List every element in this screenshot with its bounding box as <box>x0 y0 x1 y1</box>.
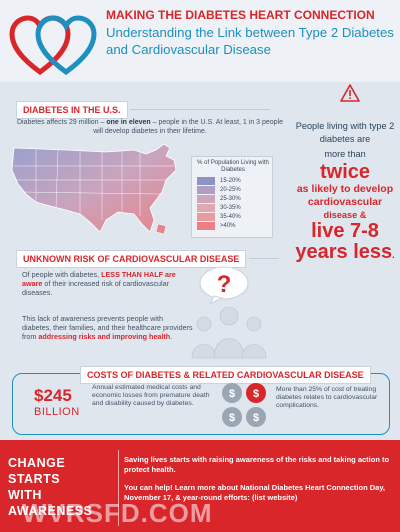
cost-amount: $245 <box>34 386 72 405</box>
callout-period: . <box>392 250 395 260</box>
heart-logo-icon <box>9 15 97 76</box>
risk-section-label: UNKNOWN RISK OF CARDIOVASCULAR DISEASE <box>16 250 247 268</box>
legend-swatch <box>197 222 215 230</box>
costs-section-label: COSTS OF DIABETES & RELATED CARDIOVASCUL… <box>80 366 371 384</box>
legend-swatch <box>197 204 215 212</box>
legend-swatch <box>197 177 215 185</box>
legend-label: >40% <box>220 223 236 229</box>
us-section-label: DIABETES IN THE U.S. <box>16 101 128 119</box>
speech-bubble-icon: ? <box>199 266 249 306</box>
us-section-text: Diabetes affects 29 million – one in ele… <box>16 118 284 136</box>
legend-label: 15-20% <box>220 178 241 184</box>
risk-text-part: of their increased risk of cardiovascula… <box>22 279 170 297</box>
legend-swatch <box>197 186 215 194</box>
question-mark: ? <box>217 271 232 298</box>
banner-heading-line: AWARENESS <box>8 504 93 518</box>
callout-line-red: as likely to develop cardiovascular <box>296 183 394 208</box>
risk-text-part: Of people with diabetes, <box>22 270 102 279</box>
callout-highlight: twice <box>319 161 371 183</box>
callout-line: more than <box>324 149 366 159</box>
callout-highlight-text: live 7-8 years less <box>295 220 393 263</box>
risk-paragraph: This lack of awareness prevents people w… <box>22 314 194 341</box>
callout-highlight: live 7-8 years less. <box>290 221 400 266</box>
banner-heading: CHANGE STARTS WITH AWARENESS <box>8 455 118 519</box>
risk-text-bold: addressing risks and improving health <box>38 332 171 341</box>
cost-unit: BILLION <box>34 406 80 418</box>
legend-label: 35-40% <box>220 214 241 220</box>
svg-text:$: $ <box>229 412 235 424</box>
banner-text: Saving lives starts with raising awarene… <box>124 455 390 474</box>
risk-text-part: . <box>170 332 173 341</box>
legend-label: 30-35% <box>220 205 241 211</box>
banner-heading-line: STARTS <box>8 472 61 486</box>
callout-line: People living with type 2 diabetes are <box>295 121 395 144</box>
divider <box>249 258 279 259</box>
cost-description: Annual estimated medical costs and econo… <box>92 384 210 407</box>
banner-heading-line: CHANGE <box>8 456 66 470</box>
risk-text-bold: LESS THAN HALF are aware <box>22 270 176 288</box>
us-text-part: Diabetes affects 29 million – <box>16 119 107 126</box>
us-text-part: – people in the U.S. At least, 1 in 3 pe… <box>93 119 284 135</box>
banner-heading-line: WITH <box>8 488 42 502</box>
svg-text:$: $ <box>253 412 259 424</box>
divider <box>130 109 270 110</box>
banner-divider <box>118 450 119 526</box>
risk-paragraph: Of people with diabetes, LESS THAN HALF … <box>22 270 194 297</box>
cta-banner <box>0 440 400 532</box>
people-icon <box>191 306 267 359</box>
legend-swatch <box>197 213 215 221</box>
page-title: MAKING THE DIABETES HEART CONNECTION <box>106 8 375 22</box>
cost-description-2: More than 25% of cost of treating diabet… <box>276 386 378 409</box>
watermark: WVRSFD.COM <box>22 498 213 528</box>
legend-label: 20-25% <box>220 187 241 193</box>
legend-label: 25-30% <box>220 196 241 202</box>
us-text-bold: one in eleven <box>106 119 151 126</box>
legend-title: % of Population Living with Diabetes <box>197 160 269 173</box>
svg-text:$: $ <box>229 388 235 400</box>
warning-icon <box>340 84 360 102</box>
banner-text-link[interactable]: You can help! Learn more about National … <box>124 483 386 502</box>
stat-callout: People living with type 2 diabetes are m… <box>290 120 400 266</box>
callout-line-red: disease & <box>323 210 367 220</box>
coins-icon: $ $ $ $ <box>222 383 266 427</box>
map-legend: % of Population Living with Diabetes 15-… <box>191 156 273 238</box>
page-subtitle: Understanding the Link between Type 2 Di… <box>106 25 394 57</box>
legend-swatch <box>197 195 215 203</box>
risk-text-part: This lack of awareness prevents people w… <box>22 314 193 341</box>
svg-text:$: $ <box>253 388 259 400</box>
us-map-icon <box>11 143 177 235</box>
